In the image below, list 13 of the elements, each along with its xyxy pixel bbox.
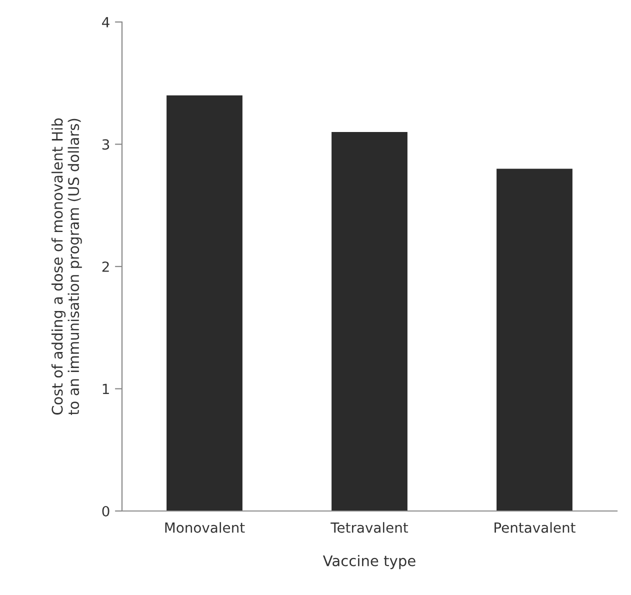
bar	[166, 95, 242, 511]
x-tick-label: Pentavalent	[494, 522, 576, 533]
bar	[496, 168, 572, 511]
bar	[332, 132, 408, 511]
y-tick-label: 0	[102, 506, 110, 516]
y-tick-label: 2	[102, 261, 109, 272]
y-tick-label: 4	[102, 17, 110, 28]
x-tick-label: Monovalent	[165, 522, 245, 533]
y-tick-label: 1	[102, 384, 109, 394]
x-axis-title: Vaccine type	[322, 554, 416, 570]
y-tick-label: 3	[102, 139, 110, 150]
x-tick-label: Tetravalent	[330, 522, 408, 533]
y-axis-title: Cost of adding a dose of monovalent Hib to an immunisation program (US dollars)	[51, 118, 82, 416]
